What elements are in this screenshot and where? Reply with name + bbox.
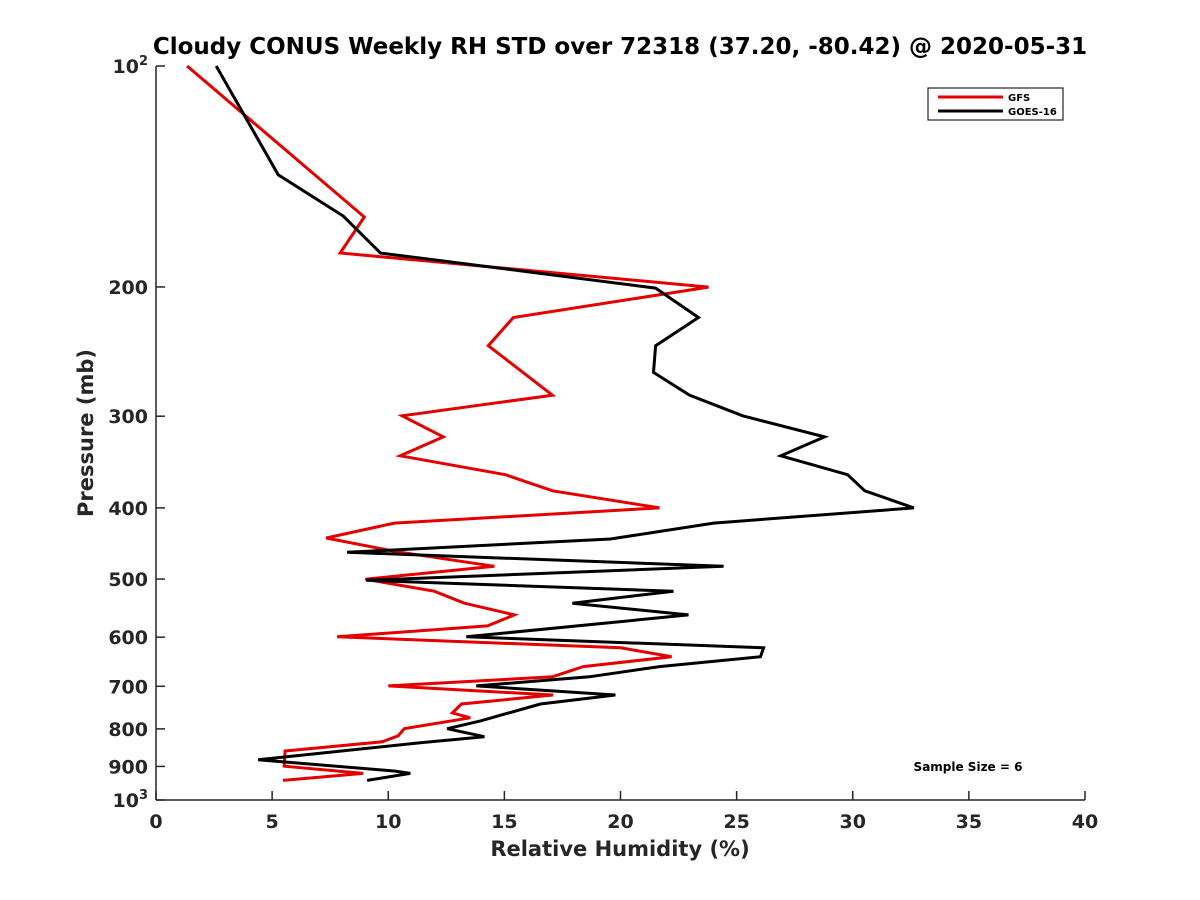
x-tick-label: 0 xyxy=(149,811,162,833)
y-tick-label: 800 xyxy=(108,719,148,741)
y-ticks: 102 200 300 400 500 600 700 800 900 103 xyxy=(108,54,165,812)
y-tick-label: 200 xyxy=(108,277,148,299)
x-tick-label: 25 xyxy=(723,811,749,833)
x-tick-label: 40 xyxy=(1072,811,1098,833)
x-tick-label: 15 xyxy=(491,811,517,833)
x-tick-label: 5 xyxy=(266,811,279,833)
y-tick-label: 103 xyxy=(113,788,149,812)
y-tick-label: 400 xyxy=(108,498,148,520)
series-line-goes16 xyxy=(214,65,915,782)
y-tick-label: 600 xyxy=(108,627,148,649)
x-tick-label: 10 xyxy=(375,811,401,833)
legend: GFS GOES-16 xyxy=(927,87,1064,121)
legend-box xyxy=(927,87,1064,121)
x-tick-label: 35 xyxy=(956,811,982,833)
y-tick-label: 102 xyxy=(113,54,149,78)
legend-label-goes16: GOES-16 xyxy=(1008,107,1057,118)
y-axis-label: Pressure (mb) xyxy=(74,349,98,517)
y-tick-label: 500 xyxy=(108,569,148,591)
y-tick-label: 700 xyxy=(108,676,148,698)
x-axis-label: Relative Humidity (%) xyxy=(490,837,749,861)
legend-label-gfs: GFS xyxy=(1008,93,1030,104)
x-tick-label: 30 xyxy=(840,811,866,833)
x-ticks: 0 5 10 15 20 25 30 35 40 xyxy=(149,791,1098,833)
series-line-gfs xyxy=(186,64,709,782)
series-layer xyxy=(186,64,915,782)
x-tick-label: 20 xyxy=(607,811,633,833)
plot-area: 0 5 10 15 20 25 30 35 40 102 200 300 400 500 600 700 80… xyxy=(108,54,1098,833)
y-tick-label: 300 xyxy=(108,406,148,428)
chart-title: Cloudy CONUS Weekly RH STD over 72318 (3… xyxy=(153,34,1087,60)
y-tick-label: 900 xyxy=(108,756,148,778)
sample-size-annotation: Sample Size = 6 xyxy=(914,760,1023,774)
